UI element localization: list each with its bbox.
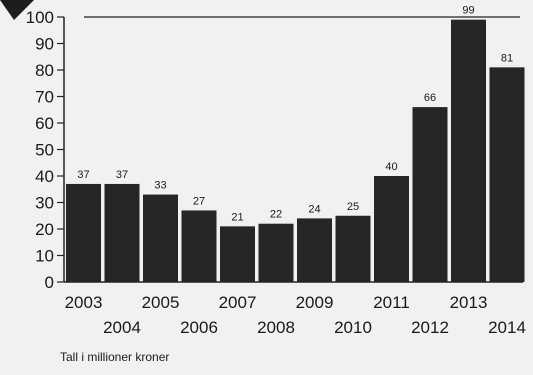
x-tick-label-2005: 2005 — [142, 293, 180, 312]
data-label-2003: 37 — [77, 169, 89, 181]
y-tick-label: 50 — [35, 141, 54, 160]
y-tick-label: 0 — [45, 273, 54, 292]
y-tick-label: 80 — [35, 61, 54, 80]
data-label-2013: 99 — [462, 5, 474, 17]
bar-2008 — [258, 223, 294, 282]
x-tick-label-2008: 2008 — [257, 318, 295, 337]
bar-2011 — [374, 176, 409, 282]
x-tick-label-2011: 2011 — [373, 293, 410, 312]
data-label-2008: 22 — [270, 209, 282, 221]
bar-2012 — [412, 107, 448, 282]
x-tick-label-2006: 2006 — [180, 318, 218, 337]
y-tick-label: 10 — [35, 247, 54, 266]
bars — [66, 19, 525, 283]
corner-triangle-marker — [0, 0, 34, 20]
data-label-2014: 81 — [501, 52, 513, 64]
data-label-2005: 33 — [154, 180, 166, 192]
y-tick-label: 20 — [35, 220, 54, 239]
y-tick-label: 70 — [35, 88, 54, 107]
data-labels: 37 37 33 27 21 22 24 25 40 66 99 81 — [77, 5, 513, 224]
x-axis-tick-labels: 2003200420052006200720082009201020112012… — [65, 293, 526, 337]
x-tick-label-2014: 2014 — [488, 318, 526, 337]
data-label-2010: 25 — [347, 201, 359, 213]
bar-2014 — [489, 67, 525, 282]
bar-2010 — [335, 215, 371, 282]
y-axis-ticks: 0 10 20 30 40 50 60 70 80 90 100 — [26, 8, 64, 292]
x-tick-label-2009: 2009 — [296, 293, 334, 312]
y-tick-label: 90 — [35, 35, 54, 54]
x-tick-label-2013: 2013 — [450, 293, 488, 312]
data-label-2006: 27 — [193, 195, 205, 207]
x-tick-label-2004: 2004 — [103, 318, 141, 337]
data-label-2004: 37 — [116, 169, 128, 181]
bar-2003 — [66, 183, 101, 282]
y-tick-label: 100 — [26, 8, 54, 27]
y-tick-label: 60 — [35, 114, 54, 133]
bar-2009 — [297, 218, 332, 282]
data-label-2012: 66 — [424, 92, 436, 104]
x-tick-label-2012: 2012 — [411, 318, 449, 337]
x-tick-label-2003: 2003 — [65, 293, 103, 312]
bar-2005 — [143, 194, 178, 282]
bar-2004 — [104, 183, 140, 282]
bar-2007 — [220, 226, 255, 282]
y-tick-label: 40 — [35, 167, 54, 186]
bar-2006 — [181, 210, 217, 282]
bar-2013 — [451, 19, 486, 283]
x-tick-label-2007: 2007 — [219, 293, 257, 312]
y-tick-label: 30 — [35, 194, 54, 213]
data-label-2011: 40 — [385, 161, 397, 173]
x-tick-label-2010: 2010 — [334, 318, 372, 337]
footnote: Tall i millioner kroner — [60, 350, 169, 364]
data-label-2007: 21 — [231, 211, 243, 223]
data-label-2009: 24 — [308, 203, 320, 215]
